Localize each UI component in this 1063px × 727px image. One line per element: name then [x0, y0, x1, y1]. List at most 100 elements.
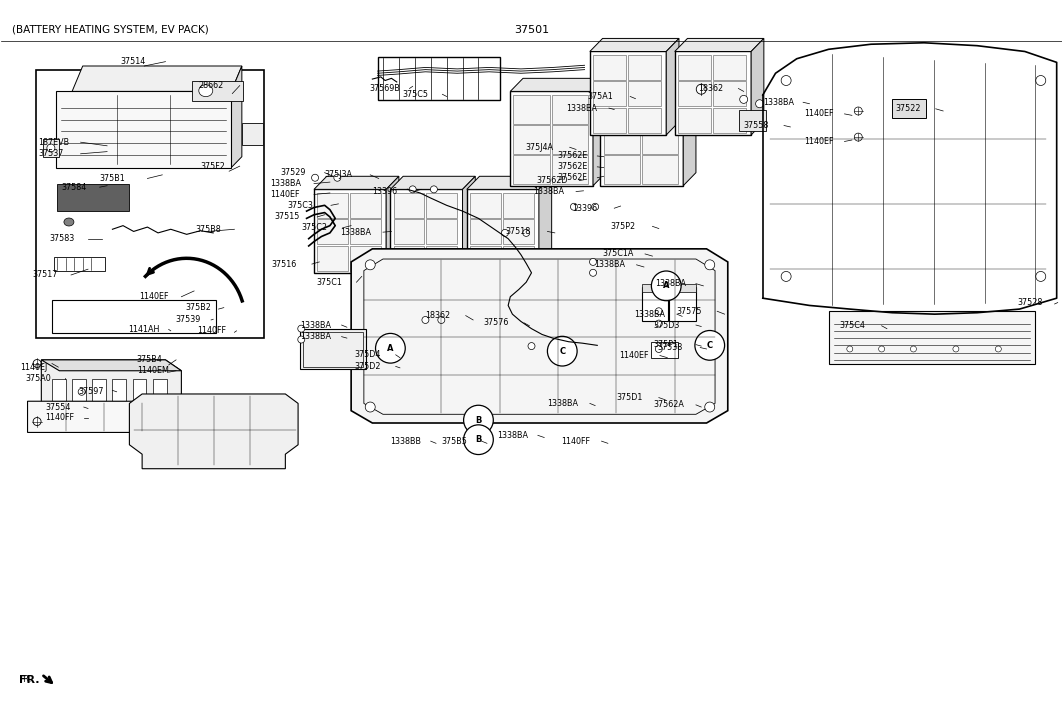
Bar	[393, 193, 424, 218]
Text: 375B2: 375B2	[186, 303, 212, 312]
Circle shape	[781, 271, 791, 281]
Text: 13396: 13396	[372, 187, 398, 196]
Text: 375A1: 375A1	[588, 92, 613, 101]
Bar	[670, 286, 696, 321]
Bar	[377, 57, 500, 100]
Bar	[678, 81, 711, 106]
Text: 37597: 37597	[79, 387, 104, 396]
Text: 375B5: 375B5	[441, 437, 468, 446]
Polygon shape	[314, 176, 399, 189]
Bar	[642, 125, 678, 153]
Text: 13396: 13396	[572, 204, 597, 213]
Bar	[552, 95, 588, 124]
Bar	[153, 379, 167, 401]
Text: 28662: 28662	[199, 81, 223, 90]
Bar	[604, 95, 640, 124]
Bar	[470, 246, 501, 270]
Bar	[350, 220, 381, 244]
Text: 375C3: 375C3	[287, 201, 314, 210]
Circle shape	[298, 336, 305, 343]
Bar	[642, 284, 669, 292]
Text: 1140FF: 1140FF	[198, 326, 226, 335]
Text: 375F2: 375F2	[201, 161, 225, 171]
Bar	[513, 95, 550, 124]
Text: 18362: 18362	[425, 311, 451, 320]
Text: 1338BA: 1338BA	[635, 310, 665, 318]
Text: 375C2: 375C2	[301, 223, 327, 233]
Bar	[593, 81, 626, 106]
Circle shape	[696, 84, 706, 95]
Polygon shape	[72, 66, 242, 92]
Circle shape	[652, 271, 681, 301]
Bar	[713, 108, 746, 133]
Bar	[350, 193, 381, 218]
Text: 1338BA: 1338BA	[270, 179, 302, 188]
Text: 375J4A: 375J4A	[525, 142, 553, 152]
Bar	[72, 379, 86, 401]
Bar	[740, 110, 766, 132]
Circle shape	[547, 337, 577, 366]
Text: B: B	[475, 435, 482, 444]
Text: 37522: 37522	[895, 104, 921, 113]
Bar	[604, 155, 640, 183]
Circle shape	[1035, 76, 1046, 86]
Text: 375C1A: 375C1A	[603, 249, 634, 258]
Circle shape	[855, 133, 862, 141]
Polygon shape	[351, 249, 728, 423]
Text: 37558: 37558	[744, 121, 769, 130]
Bar	[678, 108, 711, 133]
Text: 1338BA: 1338BA	[534, 187, 564, 196]
Text: 37528: 37528	[1017, 298, 1043, 307]
Bar	[470, 193, 501, 218]
Bar	[192, 81, 243, 101]
Circle shape	[431, 186, 437, 193]
Polygon shape	[41, 360, 182, 371]
Polygon shape	[675, 39, 764, 52]
Bar	[317, 246, 348, 270]
Text: 1141AH: 1141AH	[129, 325, 159, 334]
Text: 37529: 37529	[280, 168, 305, 177]
Text: 1140EF: 1140EF	[620, 351, 649, 360]
Bar	[36, 70, 264, 338]
Circle shape	[463, 405, 493, 435]
Circle shape	[590, 258, 596, 265]
Text: 1338BB: 1338BB	[390, 437, 421, 446]
Bar	[393, 220, 424, 244]
Polygon shape	[601, 79, 696, 92]
Circle shape	[592, 204, 598, 210]
Bar	[92, 379, 106, 401]
Text: 1338BA: 1338BA	[656, 279, 687, 288]
Text: 1140EJ: 1140EJ	[20, 363, 48, 371]
Text: (BATTERY HEATING SYSTEM, EV PACK): (BATTERY HEATING SYSTEM, EV PACK)	[12, 25, 208, 35]
Circle shape	[366, 260, 375, 270]
Bar	[652, 342, 678, 358]
Bar	[470, 220, 501, 244]
Text: 37576: 37576	[484, 318, 509, 327]
Text: 37562D: 37562D	[537, 176, 569, 185]
Text: 37562E: 37562E	[557, 162, 588, 172]
Bar	[314, 189, 386, 273]
Circle shape	[571, 204, 577, 210]
Bar	[300, 329, 366, 369]
Text: 18362: 18362	[698, 84, 723, 93]
Circle shape	[655, 308, 662, 315]
Bar	[552, 125, 588, 153]
Bar	[56, 92, 232, 168]
Ellipse shape	[199, 84, 213, 97]
Circle shape	[655, 320, 662, 327]
Bar	[317, 193, 348, 218]
Bar	[393, 246, 424, 270]
Text: 375C4: 375C4	[839, 321, 865, 330]
Circle shape	[995, 346, 1001, 352]
Circle shape	[655, 345, 662, 353]
Circle shape	[740, 95, 747, 103]
Text: 375A0: 375A0	[26, 374, 51, 382]
Bar	[467, 189, 539, 273]
Bar	[503, 193, 534, 218]
Bar	[590, 52, 667, 135]
Text: A: A	[387, 344, 393, 353]
Circle shape	[756, 100, 763, 108]
Text: 37518: 37518	[505, 227, 530, 236]
Polygon shape	[386, 176, 399, 273]
Polygon shape	[232, 66, 242, 168]
